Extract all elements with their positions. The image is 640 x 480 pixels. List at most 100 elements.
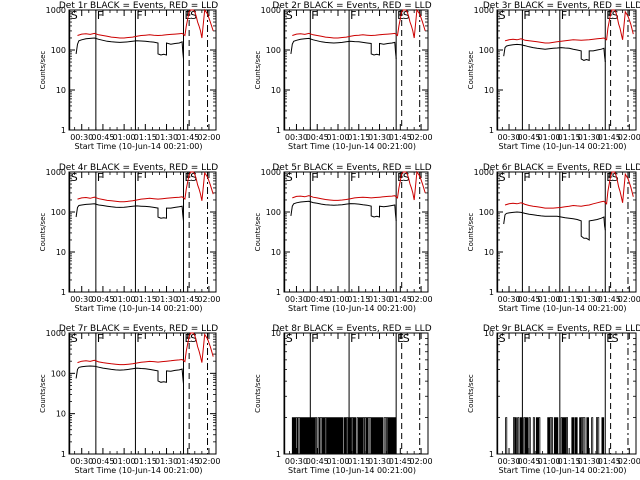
x-tick-label: 01:45 <box>176 457 199 466</box>
x-tick-label: 00:45 <box>518 133 541 142</box>
marker-label: F <box>523 9 529 22</box>
x-tick-label: 01:00 <box>538 133 561 142</box>
marker-label: F <box>311 332 317 345</box>
y-tick-label: 1000 <box>474 168 494 177</box>
series-line <box>77 332 214 366</box>
y-tick-label: 10 <box>484 248 494 257</box>
y-tick-label: 100 <box>51 208 66 217</box>
x-axis-label: Start Time (10-Jun-14 00:21:00) <box>499 466 627 475</box>
marker-label: F <box>561 171 567 184</box>
y-tick-label: 1 <box>489 450 494 459</box>
marker-label: F <box>311 171 317 184</box>
marker-label: S <box>403 9 410 22</box>
marker-label: S <box>286 332 293 345</box>
marker-label: F <box>97 332 103 345</box>
x-axis-label: Start Time (10-Jun-14 00:21:00) <box>288 142 416 151</box>
y-tick-label: 1 <box>276 288 281 297</box>
marker-label: F <box>350 9 356 22</box>
y-axis-label: Counts/sec <box>39 51 47 90</box>
x-axis-label: Start Time (10-Jun-14 00:21:00) <box>75 466 203 475</box>
marker-label: F <box>523 332 529 345</box>
x-tick-label: 02:00 <box>197 295 220 304</box>
marker-label: S <box>499 171 506 184</box>
y-tick-label: 10 <box>484 329 494 338</box>
marker-label: E <box>397 332 404 345</box>
y-axis-label: Counts/sec <box>467 374 475 413</box>
y-axis-label: Counts/sec <box>254 374 262 413</box>
series-line <box>75 365 184 384</box>
x-tick-label: 01:00 <box>326 457 349 466</box>
marker-label: S <box>71 332 78 345</box>
marker-label: F <box>350 332 356 345</box>
marker-label: F <box>97 9 103 22</box>
marker-label: S <box>71 9 78 22</box>
y-tick-label: 100 <box>51 46 66 55</box>
y-tick-label: 1 <box>489 288 494 297</box>
x-tick-label: 01:45 <box>389 295 412 304</box>
x-tick-label: 01:30 <box>578 133 601 142</box>
x-tick-label: 01:15 <box>558 133 581 142</box>
marker-label: S <box>403 332 410 345</box>
chart-title: Det 9r BLACK = Events, RED = LLD <box>483 324 640 334</box>
chart-panel: Det 7r BLACK = Events, RED = LLD 1 10 100 10… <box>39 324 220 475</box>
y-tick-label: 10 <box>56 248 66 257</box>
y-tick-label: 1 <box>61 126 66 135</box>
x-tick-label: 01:45 <box>598 457 621 466</box>
y-tick-label: 1000 <box>261 168 281 177</box>
series-line <box>77 171 214 203</box>
series-line <box>290 200 397 221</box>
marker-label: F <box>97 171 103 184</box>
x-tick-label: 01:30 <box>578 295 601 304</box>
series-line <box>75 37 184 59</box>
marker-label: S <box>190 332 197 345</box>
x-tick-label: 00:30 <box>497 295 520 304</box>
x-axis-label: Start Time (10-Jun-14 00:21:00) <box>499 304 627 313</box>
marker-label: F <box>350 171 356 184</box>
series-line <box>503 43 606 63</box>
x-tick-label: 01:45 <box>176 133 199 142</box>
y-tick-label: 10 <box>56 410 66 419</box>
chart-panel: Det 2r BLACK = Events, RED = LLD 1 10 100 10… <box>254 1 433 151</box>
marker-label: F <box>311 9 317 22</box>
marker-label: S <box>499 9 506 22</box>
y-tick-label: 1 <box>61 450 66 459</box>
x-tick-label: 01:15 <box>134 295 157 304</box>
x-axis-label: Start Time (10-Jun-14 00:21:00) <box>75 304 203 313</box>
y-tick-label: 10 <box>271 329 281 338</box>
x-tick-label: 00:45 <box>518 457 541 466</box>
x-tick-label: 02:00 <box>618 133 640 142</box>
plot-frame <box>68 9 217 131</box>
series-line <box>505 417 605 455</box>
chart-title: Det 8r BLACK = Events, RED = LLD <box>272 324 431 334</box>
x-tick-label: 01:00 <box>113 295 136 304</box>
marker-label: E <box>606 9 613 22</box>
y-tick-label: 100 <box>51 369 66 378</box>
x-tick-label: 01:45 <box>598 295 621 304</box>
plot-frame <box>496 9 637 131</box>
x-tick-label: 00:45 <box>306 457 329 466</box>
x-tick-label: 01:45 <box>389 133 412 142</box>
chart-panel: Det 6r BLACK = Events, RED = LLD 1 10 100 10… <box>467 163 640 313</box>
y-tick-label: 1 <box>276 126 281 135</box>
x-tick-label: 01:15 <box>347 295 370 304</box>
x-tick-label: 02:00 <box>618 295 640 304</box>
y-tick-label: 1000 <box>46 6 66 15</box>
marker-label: F <box>136 332 142 345</box>
marker-label: S <box>612 171 619 184</box>
x-tick-label: 02:00 <box>197 133 220 142</box>
chart-panel: Det 1r BLACK = Events, RED = LLD 1 10 100 10… <box>39 1 220 151</box>
x-axis-label: Start Time (10-Jun-14 00:21:00) <box>499 142 627 151</box>
plot-frame <box>283 9 429 131</box>
series-line <box>292 170 426 201</box>
chart-title: Det 2r BLACK = Events, RED = LLD <box>272 1 431 11</box>
series-line <box>75 203 184 221</box>
x-tick-label: 02:00 <box>197 457 220 466</box>
marker-label: E <box>606 171 613 184</box>
marker-label: S <box>499 332 506 345</box>
marker-label: F <box>523 171 529 184</box>
x-tick-label: 01:15 <box>558 457 581 466</box>
marker-label: F <box>561 9 567 22</box>
y-axis-label: Counts/sec <box>254 51 262 90</box>
x-tick-label: 01:45 <box>176 295 199 304</box>
